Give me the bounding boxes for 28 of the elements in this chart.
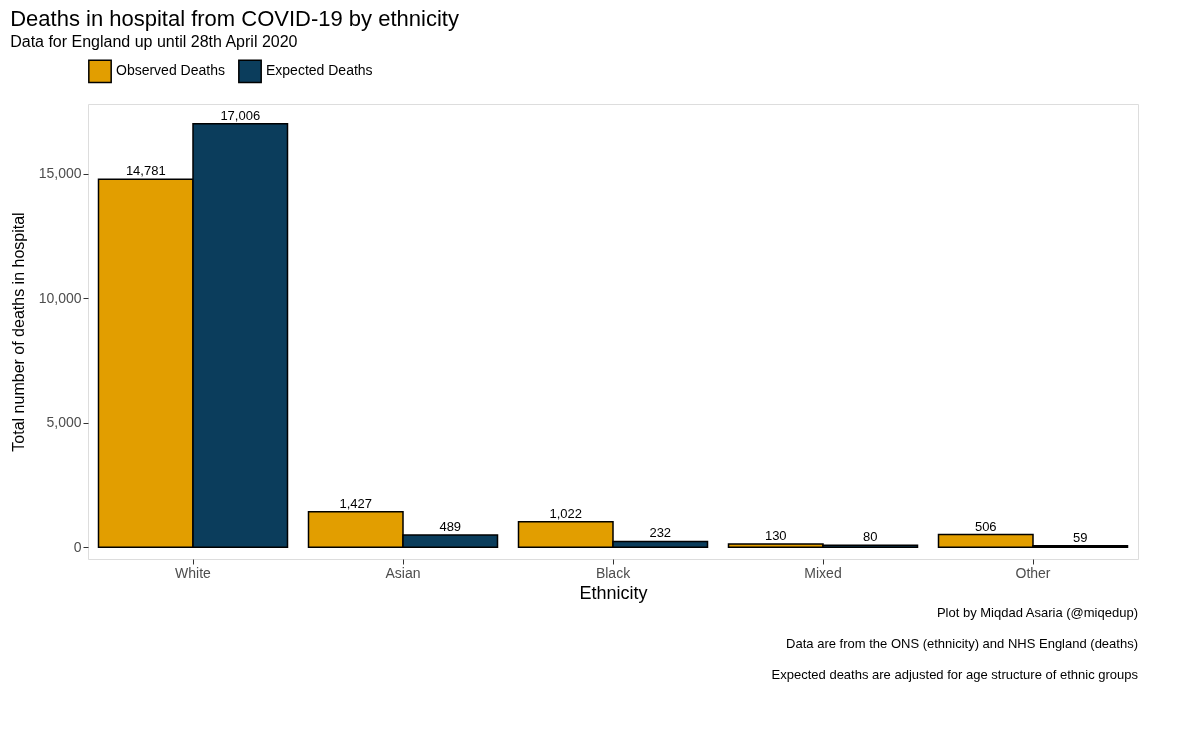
data-label: 489 [439, 519, 462, 534]
chart-subtitle: Data for England up until 28th April 2020 [10, 33, 298, 50]
data-label: 130 [764, 527, 787, 543]
y-tick-label: 10,000 [38, 289, 82, 306]
x-tick-label: White [175, 564, 212, 581]
y-tick-label: 5,000 [46, 414, 82, 431]
data-label: 80 [863, 529, 878, 545]
text: Expected deaths are adjusted for age structure of ethnic groups [771, 667, 1139, 682]
x-tick-label: Mixed [804, 564, 842, 581]
text: Data are from the ONS (ethnicity) and NHS England (deaths) [786, 636, 1138, 651]
data-label: 14,781 [125, 163, 166, 179]
data-label: 1,022 [549, 505, 583, 521]
data-label: 232 [649, 525, 672, 541]
legend-label: Expected Deaths [266, 62, 373, 79]
legend-label: Observed Deaths [116, 62, 225, 79]
x-axis-title: Ethnicity [579, 582, 648, 603]
text: Plot by Miqdad Asaria (@miqedup) [936, 605, 1138, 620]
x-tick-label: Asian [385, 564, 421, 581]
x-tick-label: Other [1015, 564, 1051, 581]
y-tick-label: 0 [73, 538, 82, 555]
data-label: 17,006 [220, 107, 261, 123]
y-axis-title: Total number of deaths in hospital [9, 212, 27, 452]
data-label: 506 [974, 518, 997, 534]
data-label: 59 [1073, 529, 1088, 545]
chart-title: Deaths in hospital from COVID-19 by ethnicity [10, 6, 459, 31]
x-tick-label: Black [595, 564, 632, 581]
y-tick-label: 15,000 [38, 165, 82, 182]
data-label: 1,427 [339, 495, 373, 511]
